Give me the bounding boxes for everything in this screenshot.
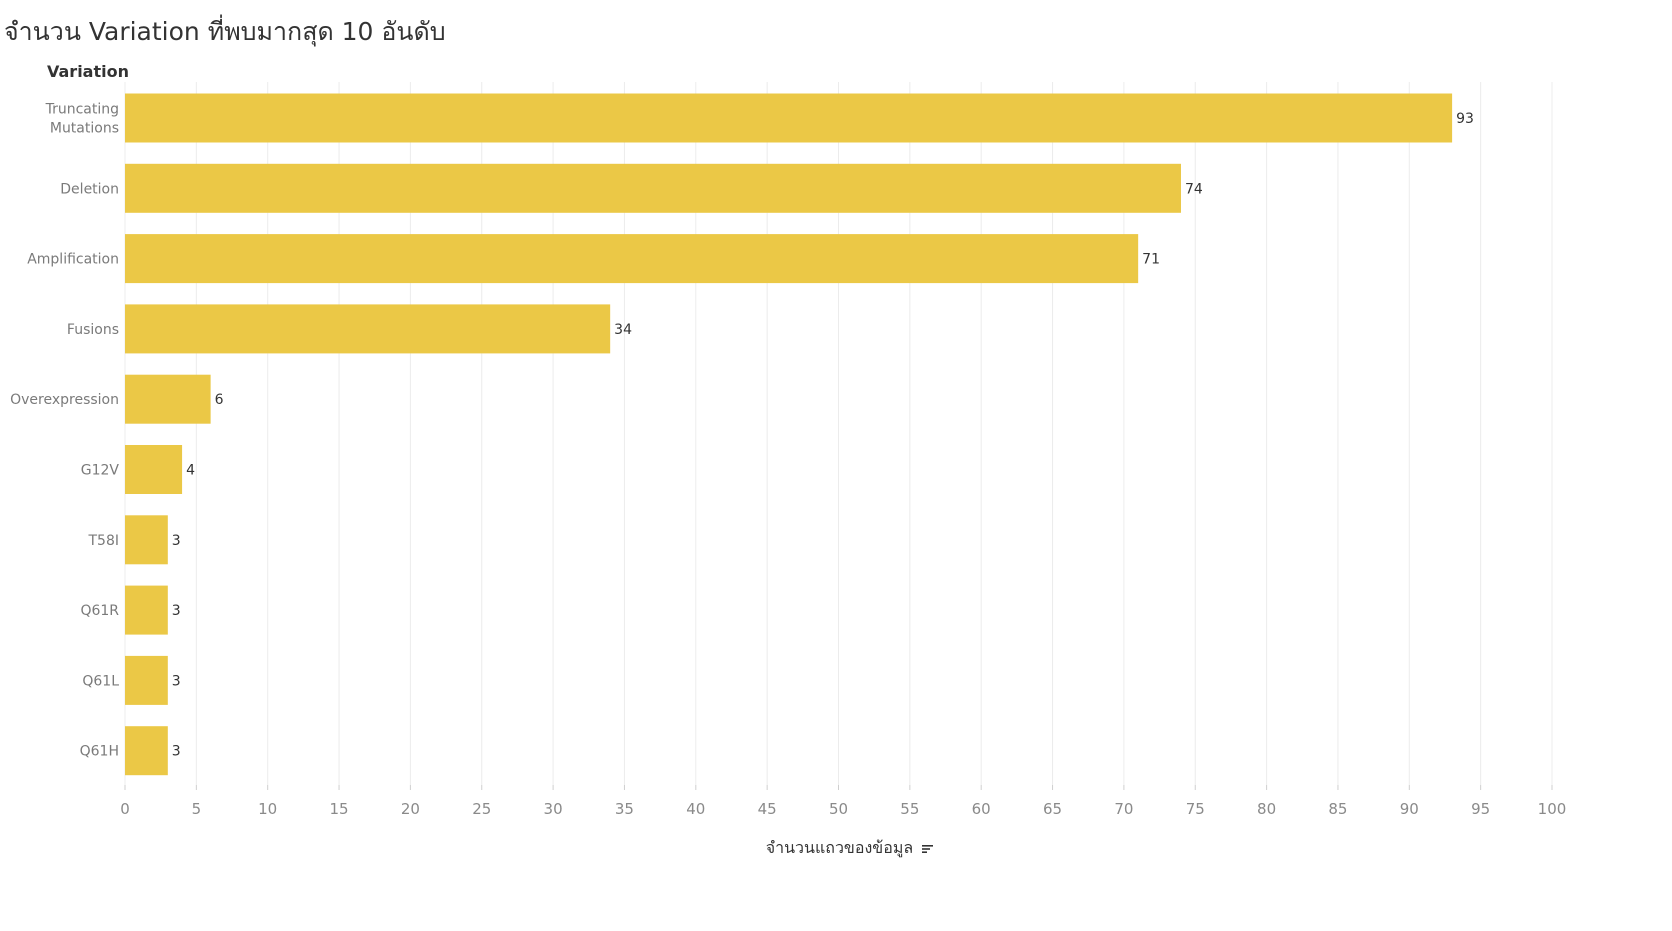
x-tick-label: 75 — [1186, 800, 1205, 818]
category-label: Truncating — [45, 102, 119, 118]
bars — [125, 93, 1453, 776]
x-tick-label: 5 — [192, 800, 202, 818]
x-tick-label: 80 — [1257, 800, 1276, 818]
x-tick-label: 40 — [686, 800, 705, 818]
x-tick-label: 90 — [1400, 800, 1419, 818]
data-label: 4 — [186, 463, 195, 479]
x-axis-ticks: 0 5 10 15 20 25 30 35 40 45 50 55 60 65 70 75 80 85 90 95 10… — [120, 785, 1566, 818]
data-label: 6 — [215, 392, 224, 408]
x-tick-label: 0 — [120, 800, 130, 818]
x-tick-label: 65 — [1043, 800, 1062, 818]
category-label: Q61L — [82, 673, 119, 689]
data-label: 71 — [1142, 252, 1160, 268]
category-label: Deletion — [60, 181, 119, 197]
bar — [125, 234, 1139, 284]
bar — [125, 374, 211, 424]
x-tick-label: 35 — [615, 800, 634, 818]
x-tick-label: 50 — [829, 800, 848, 818]
x-tick-label: 70 — [1114, 800, 1133, 818]
x-tick-label: 25 — [472, 800, 491, 818]
bar — [125, 585, 168, 635]
data-label: 34 — [614, 322, 632, 338]
x-tick-label: 30 — [544, 800, 563, 818]
bar — [125, 93, 1453, 143]
x-tick-label: 95 — [1471, 800, 1490, 818]
bar — [125, 304, 611, 354]
category-labels: Truncating Mutations Deletion Amplification… — [10, 102, 119, 760]
data-label: 3 — [172, 533, 181, 549]
x-tick-label: 60 — [972, 800, 991, 818]
category-label: Amplification — [27, 252, 119, 268]
chart-title: จำนวน Variation ที่พบมากสุด 10 อันดับ — [4, 17, 446, 46]
data-labels: 93 74 71 34 6 4 3 3 3 3 — [172, 111, 1474, 760]
data-label: 74 — [1185, 181, 1203, 197]
bar — [125, 726, 168, 776]
bar — [125, 515, 168, 565]
bar — [125, 163, 1181, 213]
data-label: 93 — [1456, 111, 1474, 127]
x-axis-label: จำนวนแถวของข้อมูล — [765, 838, 914, 857]
x-tick-label: 85 — [1328, 800, 1347, 818]
x-tick-label: 20 — [401, 800, 420, 818]
x-axis-title[interactable]: จำนวนแถวของข้อมูล — [740, 836, 960, 861]
bar — [125, 655, 168, 705]
category-label: Mutations — [50, 121, 119, 137]
sort-descending-icon[interactable] — [922, 839, 934, 858]
category-label: Overexpression — [10, 392, 119, 408]
data-label: 3 — [172, 603, 181, 619]
x-tick-label: 10 — [258, 800, 277, 818]
data-label: 3 — [172, 673, 181, 689]
category-label: Fusions — [67, 322, 119, 338]
x-tick-label: 15 — [330, 800, 349, 818]
category-label: Q61R — [80, 603, 119, 619]
y-axis-header: Variation — [47, 62, 129, 81]
x-tick-label: 55 — [900, 800, 919, 818]
category-label: Q61H — [80, 744, 119, 760]
x-tick-label: 45 — [758, 800, 777, 818]
x-tick-label: 100 — [1538, 800, 1567, 818]
category-label: G12V — [81, 463, 120, 479]
data-label: 3 — [172, 744, 181, 760]
bar — [125, 445, 183, 494]
category-label: T58I — [88, 533, 120, 549]
